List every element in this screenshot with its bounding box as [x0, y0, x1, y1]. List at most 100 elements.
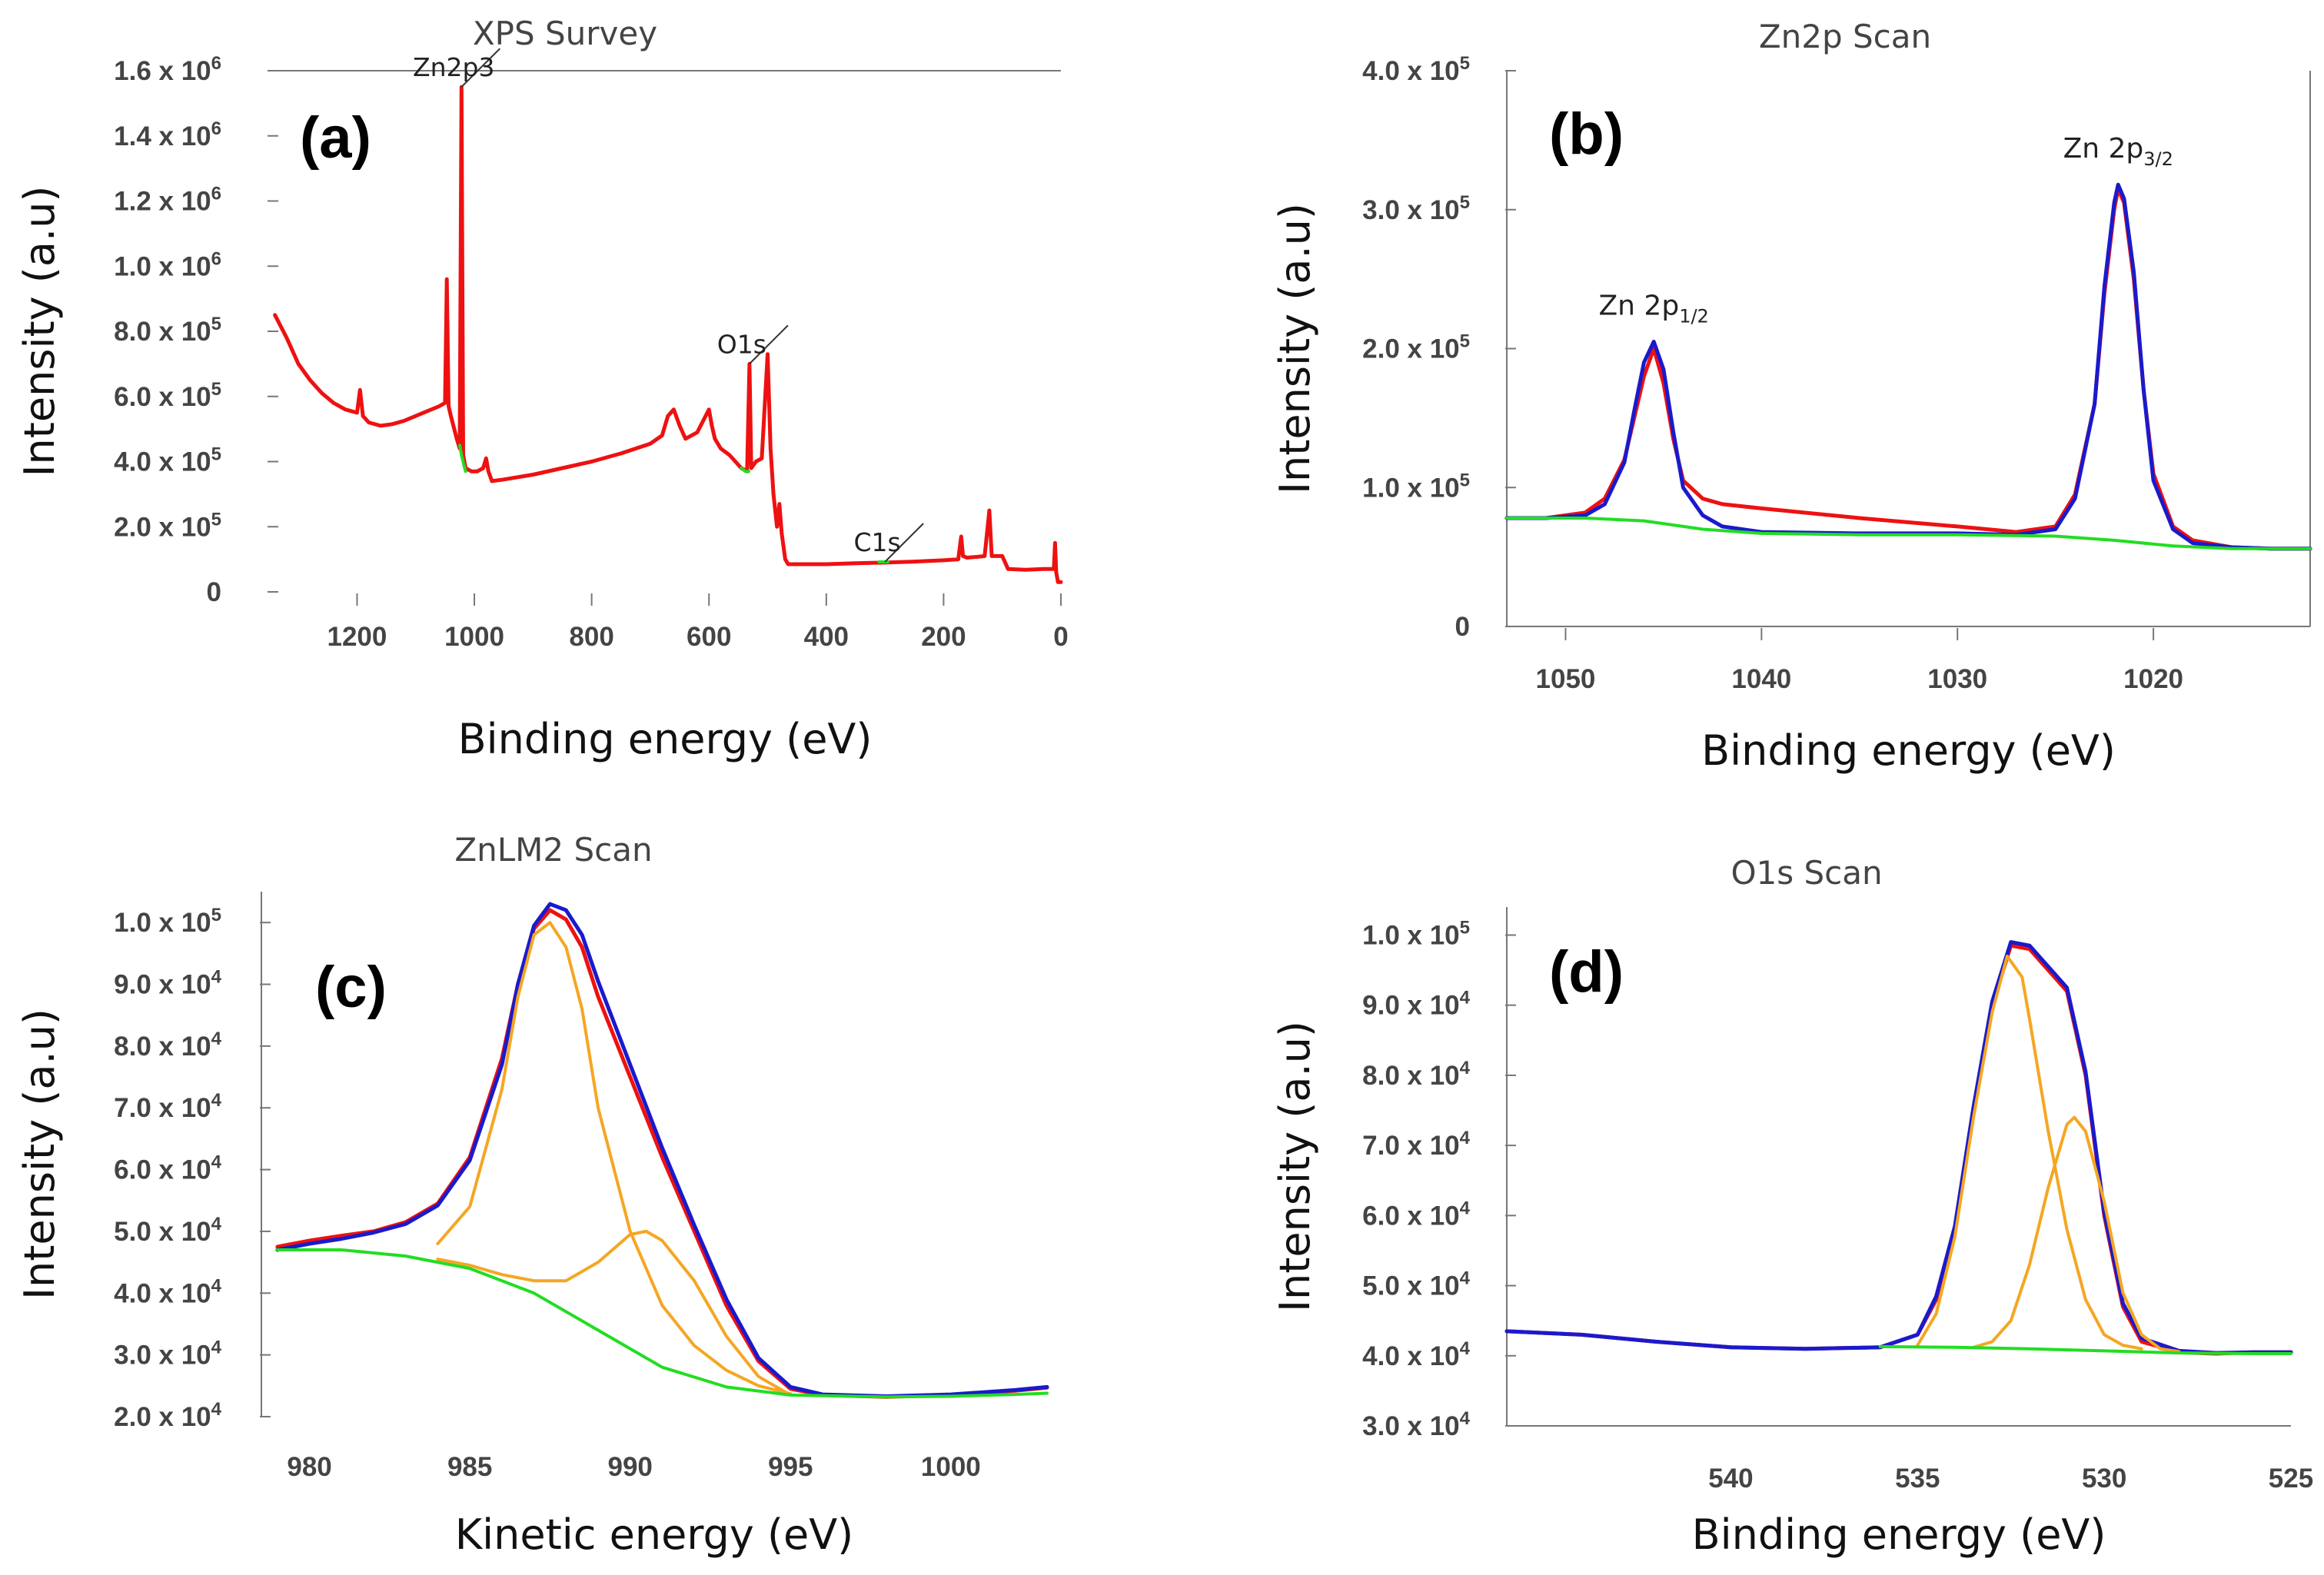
series-line-data-0	[273, 85, 1063, 584]
series-line-background-2	[1505, 517, 2312, 550]
y-tick-exponent: 5	[211, 314, 221, 334]
y-tick-mantissa: 8.0 x 10	[1362, 1061, 1460, 1091]
y-tick-mantissa: 4.0 x 10	[1362, 1341, 1460, 1371]
y-tick-exponent: 5	[1460, 331, 1470, 352]
y-tick-exponent: 5	[211, 379, 221, 400]
y-tick-exponent: 5	[1460, 192, 1470, 213]
y-tick-label: 9.0 x 104	[114, 967, 222, 1000]
y-tick-mantissa: 8.0 x 10	[114, 317, 211, 347]
series-line-component-3	[1972, 1115, 2181, 1354]
y-tick-mantissa: 1.0 x 10	[1362, 920, 1460, 950]
y-tick-mantissa: 1.0 x 10	[114, 908, 211, 938]
y-tick-mantissa: 1.6 x 10	[114, 56, 211, 86]
y-tick-label: 4.0 x 104	[1362, 1338, 1471, 1371]
y-tick-mantissa: 1.0 x 10	[1362, 473, 1460, 503]
y-tick-label: 1.0 x 105	[1362, 917, 1470, 950]
y-tick-exponent: 6	[211, 248, 221, 269]
y-tick-label: 1.6 x 106	[114, 53, 221, 86]
x-tick-label: 200	[921, 622, 966, 652]
x-tick-label: 600	[687, 622, 731, 652]
y-tick-label: 2.0 x 104	[114, 1399, 222, 1432]
y-tick-label: 4.0 x 105	[114, 444, 221, 477]
x-tick-label: 540	[1708, 1464, 1753, 1494]
y-tick-exponent: 5	[1460, 917, 1470, 938]
y-tick-exponent: 5	[1460, 53, 1470, 74]
series-line-background-4	[1878, 1344, 2292, 1355]
x-tick-label: 985	[447, 1452, 492, 1482]
series-line-envelope-1	[1504, 182, 2312, 551]
x-axis-label: Binding energy (eV)	[1701, 726, 2116, 775]
y-tick-mantissa: 0	[207, 577, 221, 607]
y-tick-mantissa: 8.0 x 10	[114, 1032, 211, 1062]
y-tick-mantissa: 6.0 x 10	[1362, 1201, 1460, 1231]
y-tick-exponent: 4	[1460, 1268, 1471, 1289]
series-line-component-2	[436, 921, 793, 1396]
y-tick-exponent: 4	[211, 1275, 222, 1296]
y-tick-exponent: 4	[211, 1152, 222, 1173]
y-tick-mantissa: 4.0 x 10	[114, 1278, 211, 1308]
y-tick-mantissa: 6.0 x 10	[114, 1155, 211, 1185]
y-tick-mantissa: 5.0 x 10	[1362, 1271, 1460, 1301]
y-axis-label: Intensity (a.u)	[1271, 1021, 1319, 1312]
series-line-data-0	[1504, 187, 2312, 551]
panel-label: (d)	[1549, 939, 1624, 1005]
x-tick-label: 990	[608, 1452, 653, 1482]
peak-leader-line	[884, 523, 924, 563]
x-tick-label: 1000	[444, 622, 504, 652]
peak-label-subscript: 1/2	[1679, 305, 1709, 327]
y-tick-label: 7.0 x 104	[1362, 1128, 1471, 1161]
peak-label-subscript: 3/2	[2143, 148, 2173, 170]
y-tick-label: 2.0 x 105	[1362, 331, 1470, 364]
y-tick-label: 1.4 x 106	[114, 118, 221, 151]
x-tick-label: 0	[1053, 622, 1068, 652]
y-tick-label: 3.0 x 104	[114, 1337, 222, 1371]
y-tick-label: 6.0 x 105	[114, 379, 221, 412]
y-tick-mantissa: 9.0 x 10	[114, 970, 211, 1000]
peak-label-c1s: C1s	[853, 527, 900, 557]
y-tick-mantissa: 2.0 x 10	[114, 512, 211, 542]
y-tick-mantissa: 5.0 x 10	[114, 1217, 211, 1247]
x-tick-label: 400	[804, 622, 849, 652]
y-tick-mantissa: 7.0 x 10	[114, 1093, 211, 1123]
y-tick-mantissa: 4.0 x 10	[114, 447, 211, 477]
series-line-envelope-1	[1504, 940, 2293, 1355]
x-tick-label: 995	[768, 1452, 813, 1482]
x-tick-label: 530	[2082, 1464, 2126, 1494]
panel-label: (c)	[315, 955, 387, 1020]
y-tick-exponent: 4	[1460, 1408, 1471, 1429]
series-line-data-0	[1504, 943, 2293, 1356]
y-tick-label: 3.0 x 104	[1362, 1408, 1471, 1441]
y-axis-label: Intensity (a.u)	[15, 186, 64, 477]
y-tick-mantissa: 0	[1455, 612, 1470, 642]
y-tick-label: 8.0 x 104	[114, 1028, 222, 1062]
x-tick-label: 535	[1895, 1464, 1940, 1494]
y-tick-exponent: 5	[211, 444, 221, 465]
y-tick-label: 0	[1455, 612, 1470, 642]
chart-title: XPS Survey	[473, 15, 657, 52]
peak-label: Zn 2p1/2	[1599, 290, 1709, 327]
peak-label-o1s: O1s	[717, 329, 766, 359]
panel-label: (b)	[1549, 101, 1624, 167]
y-tick-mantissa: 1.0 x 10	[114, 251, 211, 281]
y-tick-mantissa: 6.0 x 10	[114, 382, 211, 412]
x-axis-label: Binding energy (eV)	[1692, 1510, 2106, 1559]
y-tick-label: 7.0 x 104	[114, 1090, 222, 1123]
panel-label: (a)	[300, 105, 371, 171]
y-tick-exponent: 5	[211, 905, 221, 925]
x-tick-label: 1200	[327, 622, 387, 652]
y-tick-mantissa: 2.0 x 10	[114, 1402, 211, 1432]
chart-title: Zn2p Scan	[1759, 18, 1931, 55]
y-tick-label: 0	[207, 577, 221, 607]
series-line-background-1	[458, 444, 467, 473]
y-tick-exponent: 5	[211, 509, 221, 530]
y-tick-mantissa: 4.0 x 10	[1362, 56, 1460, 86]
y-tick-mantissa: 3.0 x 10	[1362, 1411, 1460, 1441]
y-tick-exponent: 4	[1460, 988, 1471, 1008]
y-tick-exponent: 4	[211, 1399, 222, 1420]
y-tick-label: 4.0 x 104	[114, 1275, 222, 1308]
y-tick-exponent: 6	[211, 53, 221, 74]
